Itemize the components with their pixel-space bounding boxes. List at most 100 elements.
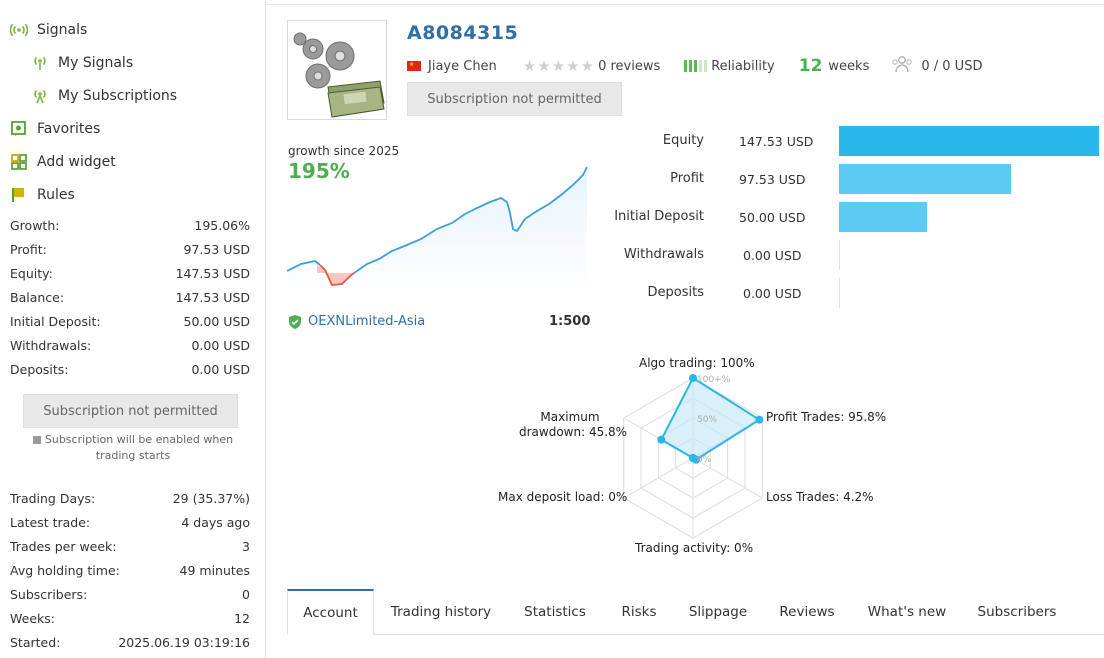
radar-point <box>755 415 764 424</box>
radar-tick-100: 100+% <box>697 375 731 385</box>
stat-label: Started: <box>10 635 61 650</box>
growth-value: 195% <box>288 159 350 183</box>
note-line-2: trading starts <box>95 449 171 462</box>
nav-my-subscriptions[interactable]: My Subscriptions <box>31 85 177 107</box>
radar-point <box>689 454 697 462</box>
radar-tick-50: 50% <box>697 415 717 425</box>
star-icon: ★ <box>537 57 551 75</box>
radar-grid-spoke <box>692 457 763 499</box>
radar-label-drawdown-line1: Maximum <box>540 410 600 424</box>
nav-add-widget-label: Add widget <box>37 154 116 170</box>
radar-tick-0: 0% <box>697 455 712 465</box>
nav-signals-label: Signals <box>37 22 88 38</box>
stat-label: Withdrawals: <box>10 338 92 353</box>
bar-label-initial-deposit: Initial Deposit <box>614 209 704 224</box>
favorite-icon <box>10 120 28 138</box>
radar-label-activity: Trading activity: 0% <box>635 541 754 555</box>
rating-stars: ★ ★ ★ ★ ★ <box>523 57 595 75</box>
growth-line <box>287 260 321 272</box>
radar-point <box>689 374 697 382</box>
nav-signals[interactable]: Signals <box>10 19 87 41</box>
signal-title[interactable]: A8084315 <box>407 22 519 44</box>
signal-icon <box>31 54 49 72</box>
tab-trading-history[interactable]: Trading history <box>390 604 492 620</box>
stat-weeks: Weeks: 12 <box>10 611 250 631</box>
broker-info[interactable]: OEXNLimited-Asia <box>288 314 425 329</box>
china-flag-icon: ★ <box>407 61 421 71</box>
radar-label-profit-trades: Profit Trades: 95.8% <box>766 410 887 424</box>
nav-rules-label: Rules <box>37 187 75 203</box>
subscribe-button[interactable]: Subscription not permitted <box>407 82 622 116</box>
bar-label-equity: Equity <box>662 133 704 148</box>
nav-rules[interactable]: Rules <box>10 184 75 206</box>
growth-caption: growth since 2025 <box>288 144 400 158</box>
tab-subscribers[interactable]: Subscribers <box>977 604 1057 620</box>
stat-label: Deposits: <box>10 362 69 377</box>
tab-statistics[interactable]: Statistics <box>524 604 586 620</box>
reviews-link[interactable]: 0 reviews <box>598 58 661 74</box>
stat-label: Balance: <box>10 290 65 305</box>
radar-label-loss-trades: Loss Trades: 4.2% <box>766 490 874 504</box>
tab-reviews[interactable]: Reviews <box>779 604 835 620</box>
signal-logo <box>287 20 387 120</box>
radar-grid-spoke <box>623 457 694 499</box>
reliability-label: Reliability <box>711 58 775 74</box>
stat-started: Started: 2025.06.19 03:19:16 <box>10 635 250 655</box>
stat-equity: Equity: 147.53 USD <box>10 266 250 286</box>
nav-favorites[interactable]: Favorites <box>10 118 100 140</box>
stat-label: Avg holding time: <box>10 563 120 578</box>
top-divider <box>266 4 1104 5</box>
stat-label: Weeks: <box>10 611 55 626</box>
radar-label-algo: Algo trading: 100% <box>639 356 755 370</box>
bar-profit <box>839 164 1011 194</box>
stat-label: Profit: <box>10 242 47 257</box>
tab-risks[interactable]: Risks <box>621 604 657 620</box>
stat-label: Subscribers: <box>10 587 88 602</box>
nav-my-signals[interactable]: My Signals <box>31 52 133 74</box>
stat-value: 12 <box>234 611 250 626</box>
stat-label: Equity: <box>10 266 53 281</box>
flag-icon <box>10 186 28 204</box>
stat-value: 4 days ago <box>181 515 250 530</box>
bar-value-equity: 147.53 USD <box>739 134 814 149</box>
stat-label: Trades per week: <box>10 539 117 554</box>
signal-broadcast-icon <box>10 21 28 39</box>
tab-slippage[interactable]: Slippage <box>688 604 748 620</box>
stat-value: 0 <box>242 587 250 602</box>
radar-chart: 100+% 50% 0% <box>623 374 764 539</box>
nav-my-signals-label: My Signals <box>58 55 134 71</box>
growth-chart <box>287 166 588 295</box>
nav-add-widget[interactable]: Add widget <box>10 151 116 173</box>
star-icon: ★ <box>580 57 595 75</box>
star-icon: ★ <box>551 57 566 75</box>
stat-value: 147.53 USD <box>175 266 250 281</box>
sidebar-subscribe-button[interactable]: Subscription not permitted <box>23 394 238 428</box>
radar-label-drawdown: Maximum drawdown: 45.8% <box>519 410 627 440</box>
radar-label-drawdown-line2: drawdown: 45.8% <box>519 425 628 439</box>
stat-trading-days: Trading Days: 29 (35.37%) <box>10 491 250 511</box>
stat-value: 3 <box>242 539 250 554</box>
bar-initial-deposit <box>839 202 927 232</box>
signal-subscription-icon <box>31 87 49 105</box>
bar-value-profit: 97.53 USD <box>739 172 806 187</box>
sidebar: Signals My Signals My Subscriptions Favo… <box>0 0 266 658</box>
tab-whats-new[interactable]: What's new <box>867 604 947 620</box>
stat-trades-per-week: Trades per week: 3 <box>10 539 250 559</box>
stat-value: 50.00 USD <box>183 314 250 329</box>
broker-name: OEXNLimited-Asia <box>308 314 426 329</box>
author-name[interactable]: Jiaye Chen <box>428 58 497 74</box>
stat-value: 195.06% <box>194 218 250 233</box>
bar-label-withdrawals: Withdrawals <box>623 247 704 262</box>
growth-line-2 <box>353 166 588 274</box>
bar-deposits <box>839 278 840 308</box>
leverage: 1:500 <box>549 314 591 329</box>
stat-label: Trading Days: <box>10 491 96 506</box>
stat-label: Initial Deposit: <box>10 314 101 329</box>
signal-meta-row: ★ Jiaye Chen ★ ★ ★ ★ ★ 0 reviews Reliability… <box>407 56 982 76</box>
stat-initial-deposit: Initial Deposit: 50.00 USD <box>10 314 250 334</box>
subscribers-icon <box>891 55 913 77</box>
nav-favorites-label: Favorites <box>37 121 101 137</box>
stat-withdrawals: Withdrawals: 0.00 USD <box>10 338 250 358</box>
tab-account[interactable]: Account <box>287 589 374 635</box>
subscription-note: Subscription will be enabled when tradin… <box>26 432 240 464</box>
